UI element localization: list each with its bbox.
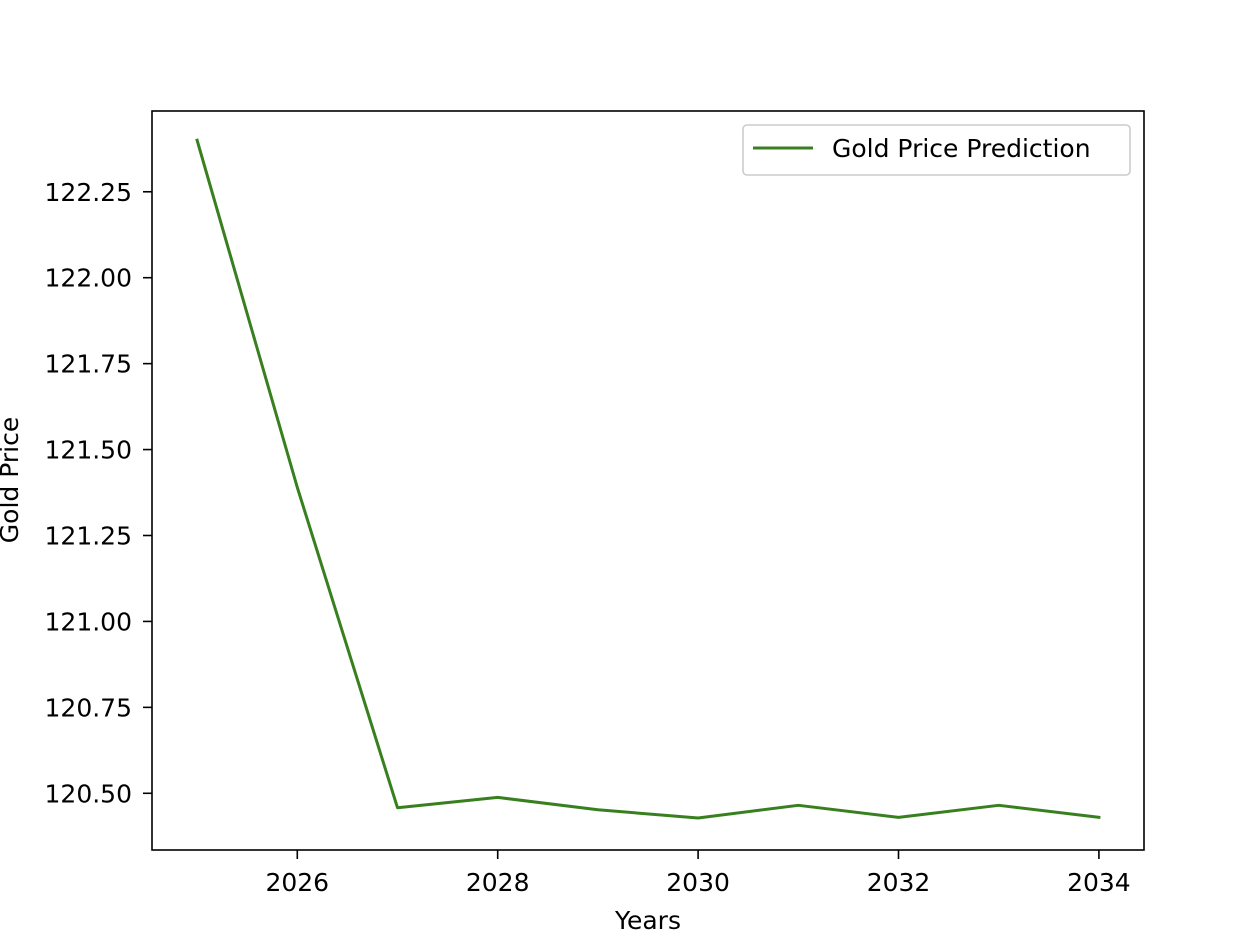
x-tick-label: 2028: [466, 868, 530, 897]
y-tick-label: 120.75: [45, 693, 132, 722]
data-point: [597, 809, 598, 810]
x-tick-label: 2026: [265, 868, 329, 897]
legend-box: [742, 124, 1131, 176]
data-point: [998, 805, 999, 806]
y-tick-label: 121.00: [45, 607, 132, 636]
y-tick-label: 121.50: [45, 436, 132, 465]
data-point: [798, 805, 799, 806]
x-tick-label: 2030: [666, 868, 730, 897]
y-tick-label: 122.00: [45, 264, 132, 293]
y-tick-label: 122.25: [45, 178, 132, 207]
legend-label: Gold Price Prediction: [832, 134, 1091, 163]
x-axis-label: Years: [614, 906, 681, 935]
series-line: [195, 138, 1101, 820]
data-point: [197, 140, 198, 141]
plot-frame: [151, 110, 1145, 851]
data-point: [497, 797, 498, 798]
data-point: [698, 818, 699, 819]
x-tick-label: 2032: [867, 868, 931, 897]
y-tick-label: 120.50: [45, 779, 132, 808]
y-axis-label: Gold Price: [0, 417, 24, 543]
y-tick-label: 121.25: [45, 521, 132, 550]
data-point: [898, 817, 899, 818]
data-point: [297, 487, 298, 488]
y-tick-label: 121.75: [45, 350, 132, 379]
data-point: [397, 807, 398, 808]
ticks-layer: 2026 2028 2030 2032 2034 120.50 120.75 121.00 12…: [45, 178, 1131, 897]
data-point: [1098, 817, 1099, 818]
x-tick-label: 2034: [1067, 868, 1131, 897]
plot-layer: [195, 138, 1101, 820]
legend: Gold Price Prediction: [742, 124, 1131, 176]
